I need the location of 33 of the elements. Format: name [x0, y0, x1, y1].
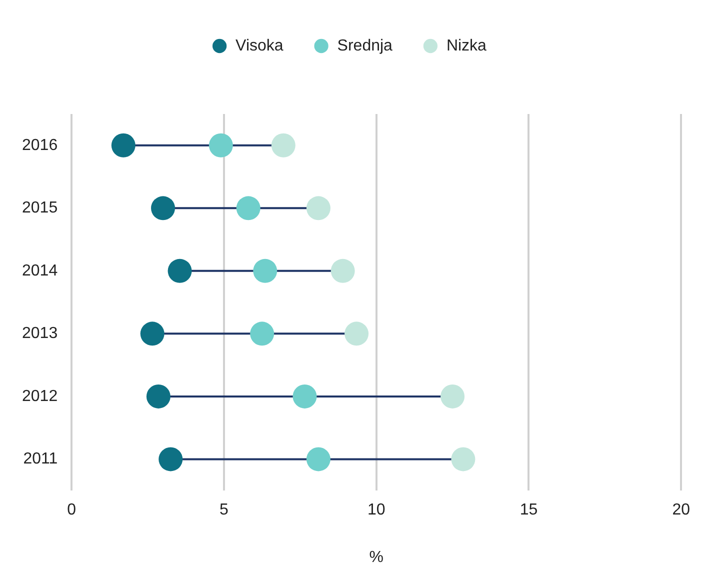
legend-label: Visoka [236, 37, 284, 54]
point [253, 258, 278, 283]
y-tick-label: 2013 [22, 325, 58, 342]
y-tick-label: 2015 [22, 200, 58, 217]
x-tick-label: 20 [672, 502, 690, 519]
y-tick-label: 2016 [22, 136, 58, 154]
point [306, 447, 330, 472]
x-tick-label: 10 [367, 502, 386, 519]
point [140, 322, 164, 346]
point [111, 133, 136, 158]
point [208, 133, 233, 158]
point [451, 447, 476, 472]
point [146, 384, 170, 408]
legend-label: Srednja [337, 37, 393, 54]
x-tick-label: 5 [220, 502, 229, 519]
point [158, 447, 183, 472]
point [250, 322, 274, 346]
legend-label: Nizka [446, 37, 487, 54]
point [151, 196, 176, 220]
point [168, 258, 192, 283]
point [292, 384, 317, 408]
point [306, 196, 330, 220]
y-tick-label: 2011 [23, 450, 58, 468]
point [236, 196, 260, 220]
point [440, 384, 465, 408]
point [271, 133, 296, 158]
x-axis-title: % [369, 548, 384, 566]
x-tick-label: 0 [67, 502, 76, 519]
point [344, 322, 369, 346]
x-tick-label: 15 [520, 502, 538, 519]
y-tick-label: 2012 [22, 388, 58, 405]
point [330, 258, 355, 283]
y-tick-label: 2014 [22, 262, 58, 280]
